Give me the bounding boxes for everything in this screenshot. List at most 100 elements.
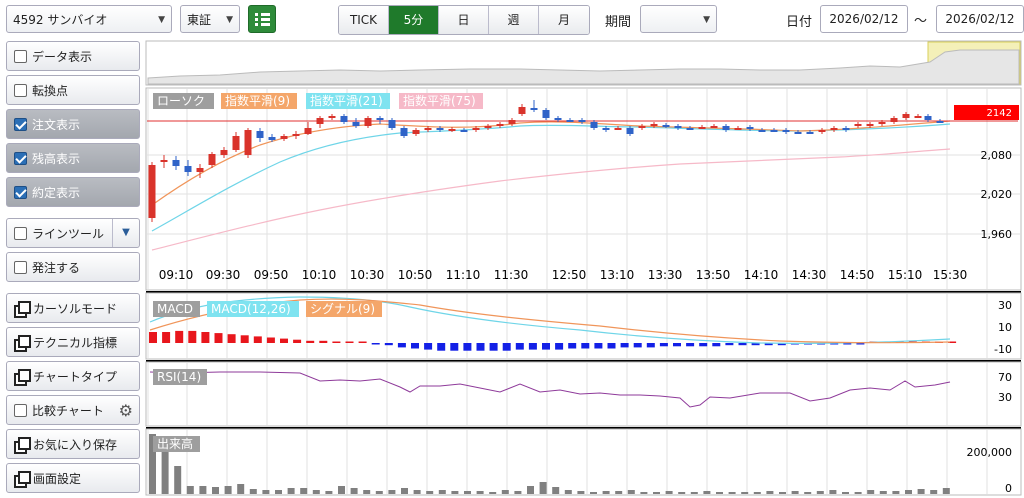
macd-bar bbox=[319, 340, 328, 343]
macd-bar bbox=[450, 343, 459, 351]
macd-bar bbox=[476, 343, 485, 351]
macd-bar bbox=[699, 343, 708, 347]
sidebar-item-place-order[interactable]: 発注する bbox=[6, 252, 140, 282]
stock-select[interactable]: 4592 サンバイオ ▼ bbox=[6, 5, 172, 33]
sidebar-item-chart-type[interactable]: チャートタイプ bbox=[6, 361, 140, 391]
sidebar-item-execution-display[interactable]: 約定表示 bbox=[6, 177, 140, 207]
gear-icon[interactable]: ⚙ bbox=[118, 401, 133, 420]
macd-bar bbox=[777, 343, 786, 346]
window-icon bbox=[14, 471, 31, 488]
macd-bar bbox=[253, 336, 262, 343]
sidebar-item-technical-indicators[interactable]: テクニカル指標 bbox=[6, 327, 140, 357]
window-icon bbox=[14, 369, 31, 386]
volume-bar bbox=[690, 492, 698, 494]
volume-bar bbox=[363, 490, 371, 494]
candle bbox=[650, 124, 658, 126]
sidebar-item-turning-point[interactable]: 転換点 bbox=[6, 75, 140, 105]
macd-bar bbox=[659, 343, 668, 347]
macd-tick: 30 bbox=[998, 299, 1012, 312]
volume-bar bbox=[426, 491, 434, 494]
candle bbox=[602, 128, 610, 130]
sidebar-item-save-favorite[interactable]: お気に入り保存 bbox=[6, 429, 140, 459]
time-tick: 15:30 bbox=[933, 268, 968, 282]
volume-bar bbox=[942, 488, 950, 494]
tab-week[interactable]: 週 bbox=[489, 6, 539, 34]
sidebar-item-screen-settings[interactable]: 画面設定 bbox=[6, 463, 140, 493]
macd-bar bbox=[725, 343, 734, 346]
chevron-down-icon[interactable]: ▼ bbox=[112, 219, 139, 247]
overview-panel[interactable] bbox=[145, 40, 1022, 86]
volume-bar bbox=[892, 491, 900, 494]
volume-bar bbox=[905, 490, 912, 494]
sidebar-item-line-tool[interactable]: ラインツール ▼ bbox=[6, 218, 140, 248]
market-select[interactable]: 東証 ▼ bbox=[180, 5, 240, 33]
volume-bar bbox=[703, 491, 711, 494]
candle bbox=[554, 118, 562, 120]
sidebar-item-label: 転換点 bbox=[32, 83, 69, 98]
candle bbox=[746, 127, 754, 129]
volume-bar bbox=[791, 491, 799, 494]
volume-panel[interactable] bbox=[145, 428, 1022, 496]
candle bbox=[782, 130, 790, 132]
legend-ema21: 指数平滑(21) bbox=[310, 93, 383, 108]
macd-bar bbox=[306, 340, 315, 343]
list-view-button[interactable] bbox=[248, 5, 276, 33]
price-panel[interactable] bbox=[145, 87, 1022, 291]
candle bbox=[292, 134, 300, 136]
volume-bar bbox=[249, 489, 257, 494]
legend-volume: 出来高 bbox=[157, 436, 193, 451]
candle bbox=[460, 130, 468, 132]
checked-checkbox-icon bbox=[14, 185, 27, 199]
time-tick: 13:50 bbox=[696, 268, 731, 282]
range-label: 期間 bbox=[605, 15, 632, 30]
candle bbox=[256, 131, 264, 138]
candle bbox=[316, 118, 324, 124]
ema75-line bbox=[151, 148, 951, 251]
candle bbox=[878, 122, 886, 124]
macd-bar bbox=[384, 343, 393, 346]
candle bbox=[220, 150, 228, 155]
candle bbox=[590, 122, 598, 128]
macd-bar bbox=[581, 343, 590, 349]
sidebar-item-order-display[interactable]: 注文表示 bbox=[6, 109, 140, 139]
volume-bar bbox=[867, 490, 875, 494]
tab-day[interactable]: 日 bbox=[439, 6, 489, 34]
sidebar-item-compare-chart[interactable]: 比較チャート ⚙ bbox=[6, 395, 140, 425]
tab-month[interactable]: 月 bbox=[539, 6, 589, 34]
candle bbox=[340, 116, 348, 122]
checkbox-icon bbox=[14, 403, 27, 417]
candle bbox=[518, 107, 526, 114]
candle bbox=[722, 126, 730, 130]
candle bbox=[196, 168, 204, 172]
volume-bar bbox=[212, 487, 219, 494]
tab-5min[interactable]: 5分 bbox=[389, 6, 439, 34]
date-to-input[interactable]: 2026/02/12 bbox=[936, 5, 1024, 33]
macd-bar bbox=[214, 333, 223, 343]
sidebar-item-balance-display[interactable]: 残高表示 bbox=[6, 143, 140, 173]
volume-bar bbox=[413, 490, 421, 494]
macd-tick: -10 bbox=[994, 343, 1012, 356]
candle bbox=[412, 130, 420, 134]
macd-bar bbox=[830, 343, 839, 345]
sidebar-item-data-display[interactable]: データ表示 bbox=[6, 41, 140, 71]
price-tick: 1,960 bbox=[981, 228, 1013, 241]
macd-legend: MACD MACD(12,26) シグナル(9) bbox=[153, 301, 382, 317]
volume-bar bbox=[312, 490, 320, 494]
macd-bar bbox=[712, 343, 721, 347]
window-icon bbox=[14, 301, 31, 318]
date-from-input[interactable]: 2026/02/12 bbox=[820, 5, 908, 33]
sidebar-item-label: 残高表示 bbox=[32, 151, 81, 166]
sidebar-item-label: 約定表示 bbox=[32, 185, 81, 200]
volume-bar bbox=[854, 492, 862, 494]
volume-bar bbox=[917, 489, 925, 494]
volume-bar bbox=[237, 484, 245, 494]
candle bbox=[328, 116, 336, 118]
tab-tick[interactable]: TICK bbox=[339, 6, 389, 34]
sidebar-item-cursor-mode[interactable]: カーソルモード bbox=[6, 293, 140, 323]
range-select[interactable]: ▼ bbox=[640, 5, 717, 33]
sidebar-item-label: 画面設定 bbox=[33, 471, 82, 486]
sidebar-item-label: 注文表示 bbox=[32, 117, 81, 132]
candle bbox=[794, 132, 802, 134]
current-price-label: 2142 bbox=[987, 108, 1012, 119]
